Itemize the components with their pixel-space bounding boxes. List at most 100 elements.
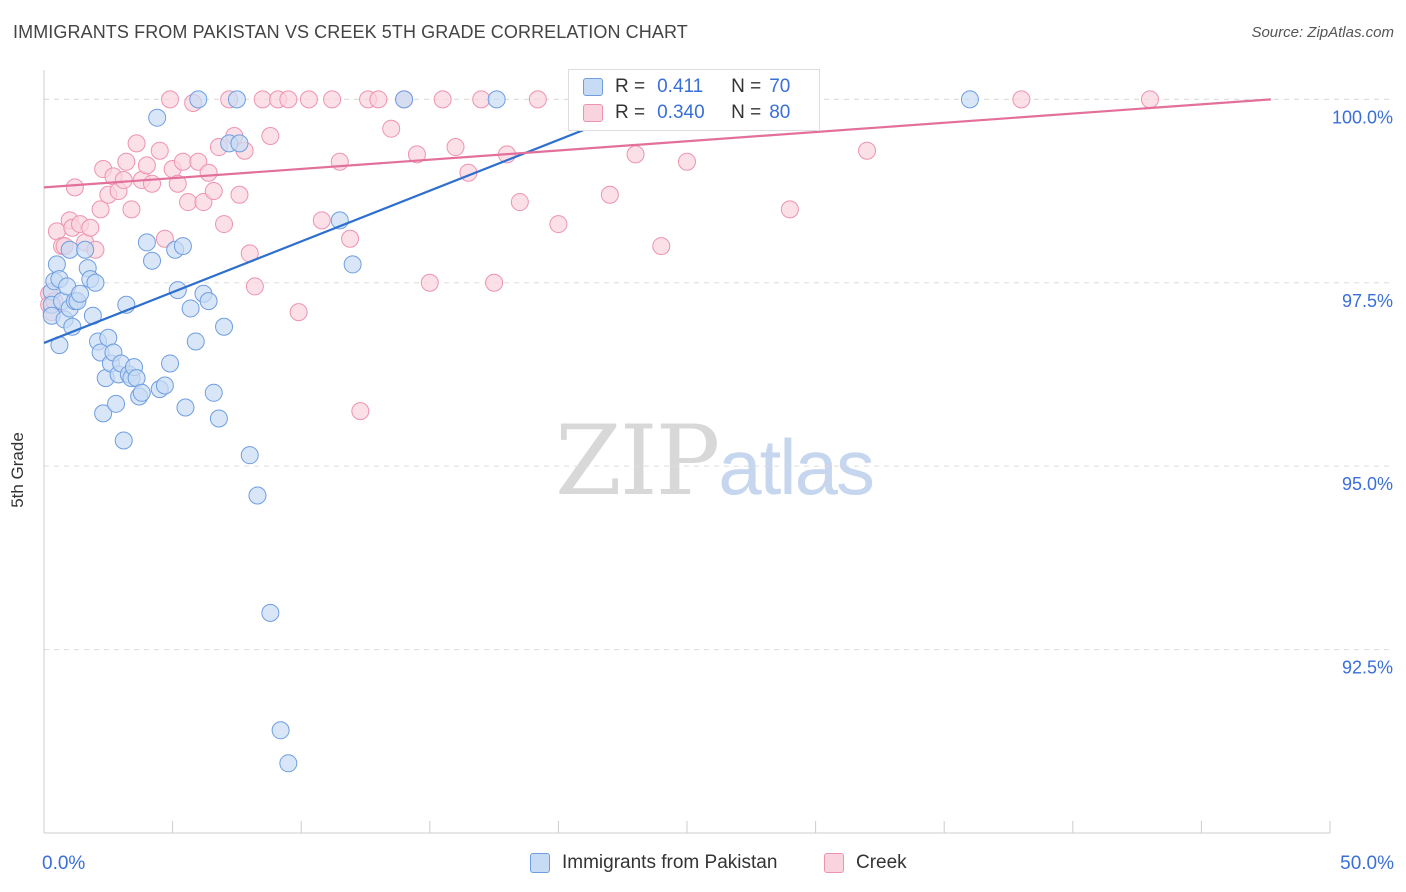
pakistan-point — [204, 383, 223, 402]
creek-point — [485, 273, 504, 292]
watermark-zip: ZIP — [555, 405, 720, 517]
legend-swatch-pakistan — [583, 78, 603, 96]
pakistan-point — [176, 398, 195, 417]
legend-r-label: R = — [615, 102, 646, 123]
pakistan-point — [107, 394, 126, 413]
legend-r-label: R = — [615, 76, 646, 97]
pakistan-point — [209, 409, 228, 428]
bottom-legend-creek: Creek — [824, 852, 907, 874]
pakistan-point — [186, 332, 205, 351]
creek-point — [65, 178, 84, 197]
pakistan-point — [395, 90, 414, 109]
creek-point — [858, 141, 877, 160]
legend-r-value: 0.340 — [657, 102, 705, 123]
creek-point — [189, 152, 208, 171]
creek-point — [127, 134, 146, 153]
pakistan-point — [271, 721, 290, 740]
legend-row-pakistan: R = 0.411 N = 70 — [583, 75, 790, 99]
creek-point — [510, 193, 529, 212]
creek-point — [245, 277, 264, 296]
bottom-legend-pakistan: Immigrants from Pakistan — [530, 852, 777, 874]
stats-legend: R = 0.411 N = 70 R = 0.340 N = 80 — [568, 69, 820, 131]
pakistan-point — [230, 134, 249, 153]
creek-trend-line — [43, 98, 1271, 189]
pakistan-point — [155, 376, 174, 395]
pakistan-points — [42, 90, 979, 773]
creek-point — [600, 185, 619, 204]
y-tick-label: 97.5% — [1342, 291, 1393, 311]
pakistan-point — [279, 754, 298, 773]
pakistan-point — [261, 603, 280, 622]
creek-point — [194, 193, 213, 212]
creek-point — [420, 273, 439, 292]
axes — [43, 70, 1331, 834]
creek-point — [204, 182, 223, 201]
creek-point — [173, 152, 192, 171]
legend-n-value: 80 — [769, 102, 791, 123]
creek-point — [179, 193, 198, 212]
bottom-legend-swatch-pakistan — [530, 853, 550, 873]
creek-point — [261, 127, 280, 146]
pakistan-point — [137, 233, 156, 252]
creek-point — [549, 215, 568, 234]
creek-point — [312, 211, 331, 230]
creek-point — [168, 174, 187, 193]
creek-point — [678, 152, 696, 171]
creek-point — [150, 141, 169, 160]
pakistan-point — [173, 237, 192, 256]
y-tick-label: 92.5% — [1342, 658, 1393, 678]
pakistan-point — [60, 240, 79, 259]
pakistan-point — [161, 354, 180, 373]
creek-point — [199, 163, 218, 182]
creek-point — [652, 237, 671, 256]
creek-point — [351, 402, 370, 421]
creek-point — [143, 174, 162, 193]
legend-r-value: 0.411 — [657, 76, 704, 97]
legend-n-label: N = — [731, 102, 762, 123]
pakistan-point — [94, 404, 113, 423]
legend-n-value: 70 — [769, 76, 791, 97]
pakistan-point — [227, 90, 246, 109]
creek-point — [780, 200, 799, 219]
watermark-atlas: atlas — [718, 423, 875, 511]
x-tick-label-min: 0.0% — [42, 853, 86, 874]
pakistan-point — [76, 240, 95, 259]
creek-point — [81, 218, 100, 237]
creek-point — [230, 185, 249, 204]
creek-point — [472, 90, 491, 109]
pakistan-point — [343, 255, 362, 274]
pakistan-point — [240, 446, 259, 465]
pakistan-point — [199, 292, 218, 311]
x-tick-label-max: 50.0% — [1340, 853, 1394, 874]
watermark: ZIPatlas — [555, 405, 875, 517]
pakistan-point — [181, 299, 200, 318]
y-tick-labels: 92.5% 95.0% 97.5% 100.0% — [1332, 107, 1393, 677]
y-tick-label: 95.0% — [1342, 474, 1393, 494]
creek-point — [341, 229, 360, 248]
creek-point — [382, 119, 401, 138]
pakistan-point — [47, 255, 66, 274]
legend-n-label: N = — [731, 76, 762, 97]
creek-points — [40, 90, 1159, 421]
creek-point — [323, 90, 342, 109]
pakistan-point — [86, 273, 105, 292]
pakistan-point — [189, 90, 208, 109]
creek-point — [299, 90, 318, 109]
creek-point — [161, 90, 180, 109]
bottom-legend-label-creek: Creek — [856, 852, 907, 873]
creek-point — [446, 138, 465, 157]
creek-point — [155, 229, 174, 248]
pakistan-point — [487, 90, 506, 109]
legend-row-creek: R = 0.340 N = 80 — [583, 101, 790, 125]
pakistan-point — [114, 431, 133, 450]
pakistan-point — [248, 486, 267, 505]
pakistan-point — [132, 383, 151, 402]
creek-point — [117, 152, 136, 171]
grid-lines — [44, 98, 1390, 651]
creek-point — [369, 90, 388, 109]
creek-point — [137, 156, 156, 175]
creek-point — [114, 171, 133, 190]
legend-swatch-creek — [583, 104, 603, 122]
chart-title: IMMIGRANTS FROM PAKISTAN VS CREEK 5TH GR… — [13, 22, 688, 42]
pakistan-trend-line — [43, 98, 662, 344]
